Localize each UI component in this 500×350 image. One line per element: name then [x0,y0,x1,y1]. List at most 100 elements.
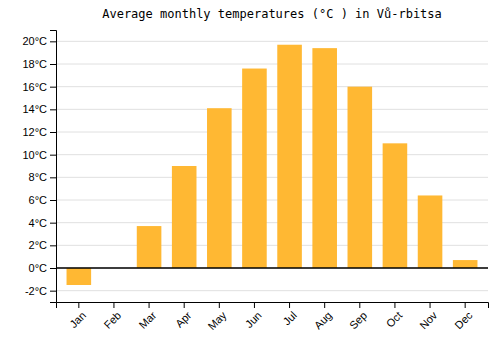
y-tick-mark [50,245,56,246]
y-axis-line [50,31,57,303]
y-tick: 16°C [22,81,56,93]
y-tick-mark [50,291,56,292]
y-tick-mark [50,109,56,110]
bar [137,226,162,268]
y-tick: 0°C [29,262,56,274]
bar [312,48,337,268]
y-tick-mark [50,155,56,156]
y-tick-mark [50,177,56,178]
x-tick-mark [465,302,466,308]
y-tick-label: 4°C [29,217,48,229]
x-tick-mark [113,302,114,308]
x-tick-label: Jun [243,309,264,330]
y-tick: 8°C [29,171,56,183]
bar [277,45,302,268]
bar [383,143,408,268]
x-tick-mark [184,302,185,308]
y-tick: 12°C [22,126,56,138]
grid-line [56,154,488,155]
x-tick: Oct [384,302,405,330]
grid [56,41,488,290]
x-tick-label: Sep [347,309,369,331]
x-tick-label: May [205,309,229,333]
y-tick-mark [50,200,56,201]
x-tick-mark [289,302,290,308]
y-tick-label: 10°C [22,149,47,161]
y-tick-label: 2°C [29,239,48,251]
y-tick-mark [50,223,56,224]
x-tick: May [205,302,229,332]
y-tick-label: -2°C [25,285,47,297]
x-tick-label: Feb [101,309,123,331]
grid-line [56,109,488,110]
y-tick-label: 6°C [29,194,48,206]
y-tick: 4°C [29,217,56,229]
y-tick-mark [50,41,56,42]
bar [207,108,232,268]
y-tick: 6°C [29,194,56,206]
x-tick-mark [394,302,395,308]
x-tick-mark [430,302,431,308]
x-tick-label: Jan [67,309,88,330]
y-tick-label: 20°C [22,35,47,47]
y-tick-mark [50,64,56,65]
x-tick: Sep [347,302,369,331]
y-tick: -2°C [25,285,56,297]
grid-line [56,290,488,291]
y-tick-label: 18°C [22,58,47,70]
y-tick-mark [50,268,56,269]
bar [348,87,373,268]
y-tick: 18°C [22,58,56,70]
chart: -2°C 0°C 2°C 4°C 6°C 8°C 10°C 12°C 14°C 16°C 18°C 2… [0,0,500,350]
bar [242,69,267,268]
x-tick-mark [324,302,325,308]
y-tick: 2°C [29,239,56,251]
bar [172,166,197,268]
grid-line [56,268,488,269]
plot: -2°C 0°C 2°C 4°C 6°C 8°C 10°C 12°C 14°C 16°C 18°C 2… [22,31,488,333]
x-tick: Jul [280,302,298,328]
bar [453,260,478,268]
y-tick-mark [50,132,56,133]
grid-line [56,86,488,87]
y-tick-label: 12°C [22,126,47,138]
bar [418,195,443,268]
x-axis-line [57,303,489,309]
bars [67,45,478,285]
y-tick-label: 0°C [29,262,48,274]
x-tick-mark [149,302,150,308]
y-tick: 10°C [22,149,56,161]
y-tick-label: 14°C [22,103,47,115]
x-tick-label: Nov [417,309,440,332]
grid-line [56,41,488,42]
x-tick-label: Oct [384,309,405,330]
y-tick-mark [50,87,56,88]
x-axis: Jan Feb Mar Apr May Jun Jul Aug Sep Oct Nov Dec [57,302,489,332]
y-axis: -2°C 0°C 2°C 4°C 6°C 8°C 10°C 12°C 14°C 16°C 18°C 2… [22,31,56,303]
x-tick: Apr [173,302,194,330]
x-tick: Dec [452,302,475,331]
x-tick: Feb [101,302,123,331]
x-tick: Nov [417,302,440,331]
x-tick-mark [78,302,79,308]
x-tick-label: Jul [280,309,298,327]
zero-line [56,267,488,269]
y-tick-label: 8°C [29,171,48,183]
x-tick-label: Aug [312,309,334,331]
x-tick-label: Dec [452,309,475,332]
x-tick-mark [359,302,360,308]
title: Average monthly temperatures (°C ) in Vů… [102,7,442,21]
x-tick-label: Mar [137,309,159,331]
y-tick: 14°C [22,103,56,115]
y-tick-label: 16°C [22,81,47,93]
y-tick: 20°C [22,35,56,47]
x-tick: Aug [312,302,334,331]
grid-line [56,177,488,178]
x-tick-label: Apr [173,309,194,330]
x-tick-mark [254,302,255,308]
grid-line [56,132,488,133]
x-tick: Mar [137,302,159,331]
x-tick-mark [219,302,220,308]
x-tick: Jan [67,302,88,330]
x-tick: Jun [243,302,264,330]
